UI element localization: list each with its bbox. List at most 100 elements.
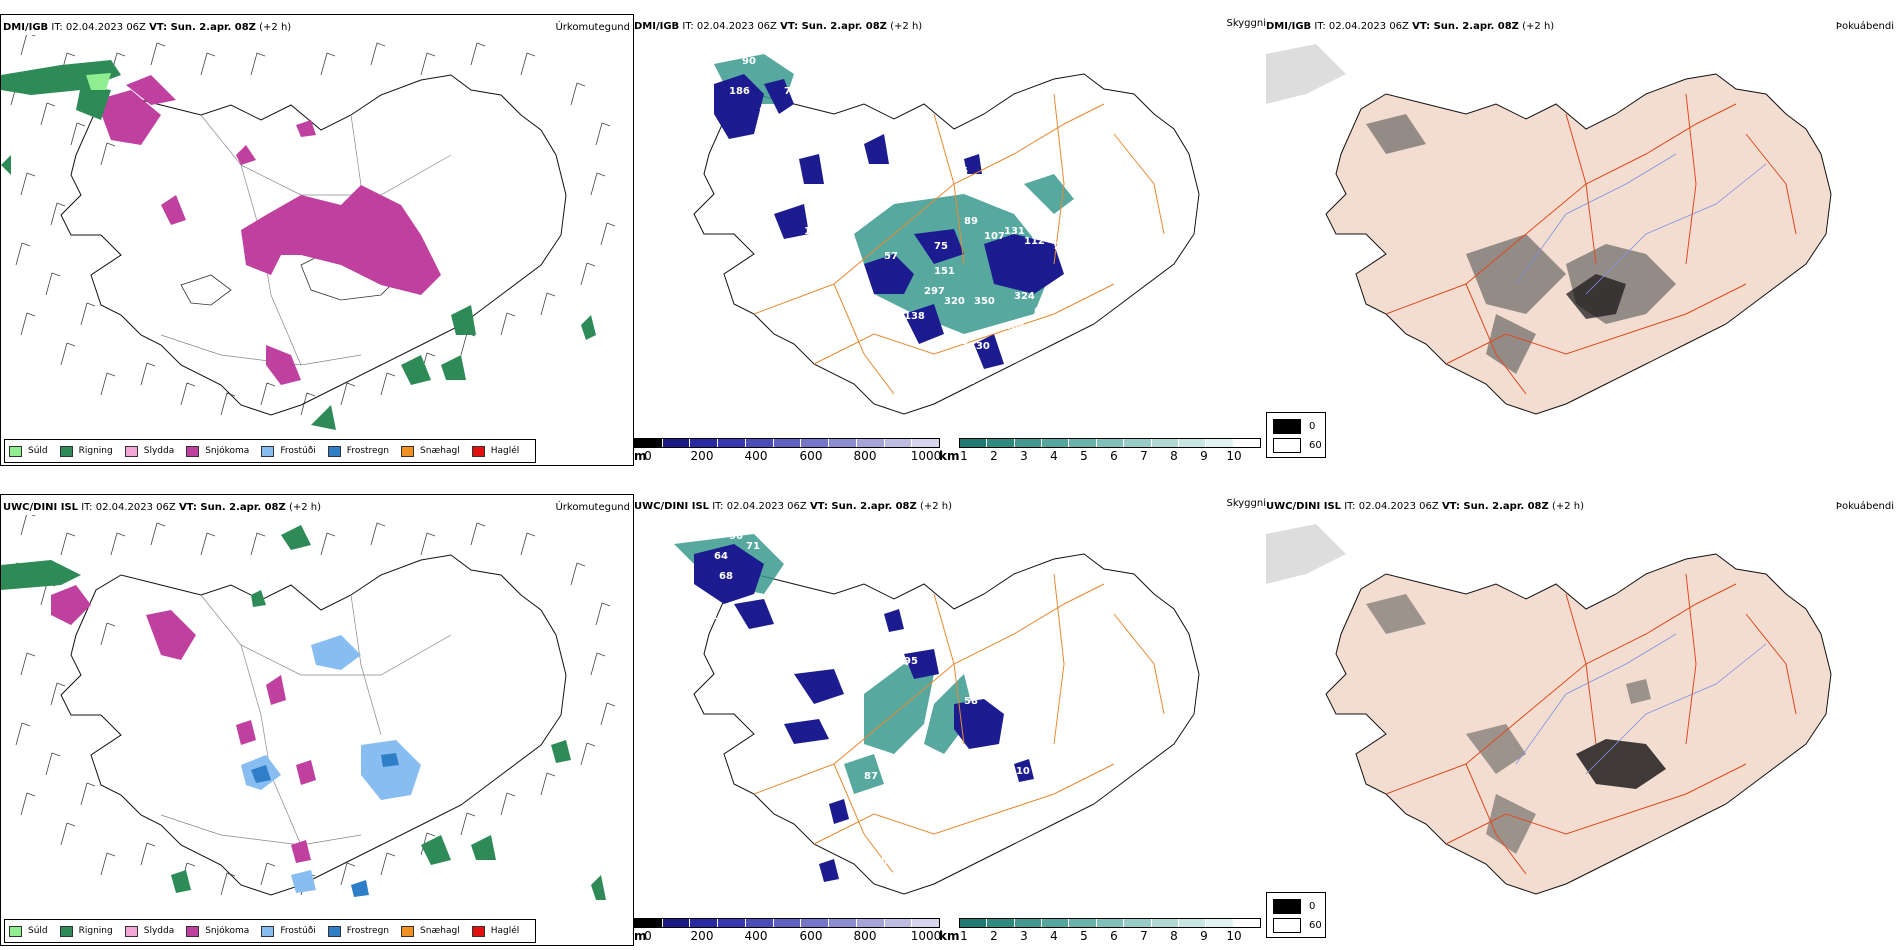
roads-red (1385, 573, 1797, 875)
tick: 1 (960, 449, 968, 463)
iceland-outline (693, 553, 1200, 895)
height-unit: m (634, 449, 647, 463)
legend-swatch (59, 925, 73, 937)
panel-header: DMI/IGB IT: 02.04.2023 06Z VT: Sun. 2.ap… (634, 21, 923, 32)
cloud-base-label: 273 (794, 646, 815, 657)
cloud-base-label: 88 (954, 336, 968, 347)
cloud-base-label: 123 (1019, 781, 1040, 792)
bar-seg (1151, 439, 1179, 447)
tick: 6 (1110, 449, 1118, 463)
fog-panel-bottom: UWC/DINI ISL IT: 02.04.2023 06Z VT: Sun.… (1266, 494, 1896, 944)
cloud-base-label: 61 (794, 136, 808, 147)
roads-red (1385, 93, 1797, 395)
cloud-base-label: 101 (869, 306, 890, 317)
legend-swatch (471, 925, 485, 937)
fog-legend-item: 60 (1273, 918, 1322, 933)
freezing-rain-areas (251, 753, 399, 897)
legend-item: Snjókoma (186, 925, 249, 937)
cloud-base-label: 02 (1004, 706, 1018, 717)
bar-seg (1042, 439, 1070, 447)
cloud-base-label: 107 (984, 231, 1005, 242)
panel-header: UWC/DINI ISL IT: 02.04.2023 06Z VT: Sun.… (634, 501, 953, 512)
bar-seg (662, 919, 691, 927)
legend-swatch (59, 445, 73, 457)
panel-header: DMI/IGB IT: 02.04.2023 06Z VT: Sun. 2.ap… (3, 22, 292, 33)
height-colorbar (634, 438, 940, 448)
precip-title: Úrkomutegund (555, 502, 630, 513)
cloud-base-label: 110 (1009, 741, 1030, 752)
cloud-base-label: 130 (969, 341, 990, 352)
cloud-areas (714, 74, 1064, 369)
iceland-outline (60, 74, 567, 416)
tick: 2 (990, 449, 998, 463)
tick: 1000 (910, 449, 942, 463)
cloud-base-label: 71 (746, 541, 760, 552)
bar-seg (635, 439, 663, 447)
legend-item: Snæhagl (401, 925, 460, 937)
tick: 10 (1226, 449, 1242, 463)
vis-unit: km (939, 449, 960, 463)
iceland-outline (693, 73, 1200, 415)
vis-colorbar (959, 918, 1261, 928)
bar-seg (987, 439, 1015, 447)
bar-seg (912, 919, 940, 927)
cloud-base-label: 112 (1024, 236, 1045, 247)
panel-header: DMI/IGB IT: 02.04.2023 06Z VT: Sun. 2.ap… (1266, 21, 1555, 32)
tick: 5 (1080, 449, 1088, 463)
bar-seg (1042, 919, 1070, 927)
legend-item: Rigning (59, 445, 113, 457)
fog-legend-item: 60 (1273, 438, 1322, 453)
bar-seg (987, 919, 1015, 927)
cloud-base-label: 79 (1029, 716, 1043, 727)
tick: 400 (744, 929, 768, 943)
vis-ticks: 1 2 3 4 5 6 7 8 9 10 (960, 449, 1254, 463)
tick: 1000 (910, 929, 942, 943)
roads-orange (753, 93, 1165, 395)
vis-colorbar (959, 438, 1261, 448)
bar-seg (1233, 919, 1260, 927)
cloud-base-label: 96 (729, 531, 743, 542)
bar-seg (1124, 919, 1152, 927)
tick: 800 (853, 929, 877, 943)
cloud-base-label: 80 (924, 886, 938, 897)
bar-seg (718, 439, 746, 447)
tick: 10 (1226, 929, 1242, 943)
fog-legend-item: 0 (1273, 419, 1315, 434)
fog-map (1266, 44, 1832, 415)
bar-seg (912, 439, 940, 447)
legend-swatch (401, 925, 415, 937)
legend-item: Haglél (471, 445, 519, 457)
legend-swatch (124, 925, 138, 937)
cloud-base-label: 78 (1014, 386, 1028, 397)
cloud-base-label: 60 (1034, 306, 1048, 317)
cloud-base-label: 110 (884, 316, 905, 327)
cloud-base-label: 357 (764, 646, 785, 657)
cloud-base-label: 99 (784, 611, 798, 622)
legend-swatch (9, 445, 22, 457)
legend-item: Súld (9, 445, 48, 457)
tick: 200 (690, 449, 714, 463)
cloud-base-label: 151 (934, 266, 955, 277)
iceland-land (1325, 73, 1832, 415)
height-ticks: 0 200 400 600 800 1000 (644, 929, 941, 943)
bar-seg (1096, 919, 1125, 927)
cloud-base-label: 297 (924, 286, 945, 297)
legend-item: Frostúði (261, 925, 316, 937)
tick: 9 (1200, 929, 1208, 943)
tick: 7 (1140, 449, 1148, 463)
fog-haze (1266, 44, 1346, 104)
cloud-base-label: 68 (719, 571, 733, 582)
precip-title: Úrkomutegund (555, 22, 630, 33)
bar-seg (884, 919, 913, 927)
bar-seg (1178, 439, 1207, 447)
bar-seg (829, 919, 857, 927)
cloud-base-label: 320 (944, 296, 965, 307)
legend-swatch (471, 445, 485, 457)
fog-haze (1266, 524, 1346, 584)
bar-seg (1014, 919, 1043, 927)
legend-swatch (1273, 419, 1301, 434)
bar-seg (829, 439, 857, 447)
bar-seg (856, 439, 885, 447)
cloud-base-label: 350 (974, 296, 995, 307)
